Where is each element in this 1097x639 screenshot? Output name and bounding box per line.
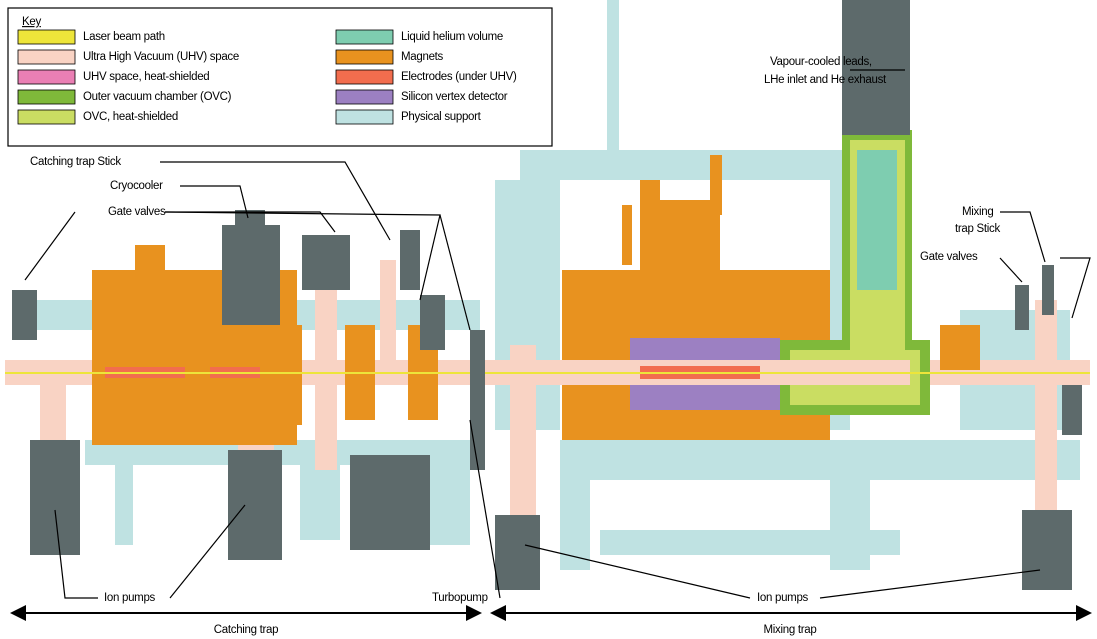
key-label: Outer vacuum chamber (OVC) — [83, 91, 232, 103]
key-label: Physical support — [401, 111, 482, 123]
key-swatch — [17, 29, 76, 45]
uhv-pipe — [380, 260, 396, 360]
key-swatch — [17, 109, 76, 125]
key-label: OVC, heat-shielded — [83, 111, 178, 123]
key-swatch — [17, 69, 76, 85]
key-label: Liquid helium volume — [401, 31, 503, 43]
key-label: Magnets — [401, 51, 444, 63]
apparatus — [5, 0, 1090, 590]
uhv-pipe — [510, 345, 536, 520]
label: LHe inlet and He exhaust — [764, 74, 887, 86]
key-title: Key — [22, 16, 41, 28]
key-label: Laser beam path — [83, 31, 165, 43]
key-swatch — [335, 109, 394, 125]
label: Ion pumps — [104, 592, 156, 604]
laser-beam — [5, 372, 1090, 374]
label: Gate valves — [920, 251, 978, 263]
label: Gate valves — [108, 206, 166, 218]
label: Cryocooler — [110, 180, 163, 192]
label: Vapour-cooled leads, — [770, 56, 872, 68]
liquid-helium — [857, 150, 897, 290]
label: Catching trap Stick — [30, 156, 121, 168]
magnet — [135, 245, 165, 275]
label: Ion pumps — [757, 592, 809, 604]
support — [560, 440, 1080, 480]
magnet — [940, 325, 980, 370]
key-swatch — [335, 69, 394, 85]
key-label: Silicon vertex detector — [401, 91, 508, 103]
support — [830, 480, 870, 570]
key-swatch — [335, 29, 394, 45]
label: trap Stick — [955, 223, 1000, 235]
liquid-helium — [857, 150, 897, 290]
uhv-pipe — [315, 290, 337, 470]
key-swatch — [17, 89, 76, 105]
key-swatch — [17, 49, 76, 65]
support — [300, 465, 340, 540]
leader-lines — [24, 69, 1091, 599]
magnet — [710, 155, 722, 215]
magnet — [622, 205, 632, 265]
uhv-pipe — [1035, 300, 1057, 510]
support — [600, 530, 900, 555]
section-label: Mixing trap — [764, 624, 817, 636]
key-items: Laser beam path Ultra High Vacuum (UHV) s… — [17, 29, 517, 125]
key-label: Ultra High Vacuum (UHV) space — [83, 51, 239, 63]
laser-beam — [5, 372, 1090, 374]
key-box — [7, 7, 553, 147]
label: Turbopump — [432, 592, 488, 604]
section-label: Catching trap — [214, 624, 279, 636]
key-swatch — [335, 89, 394, 105]
key-swatch — [335, 49, 394, 65]
label: Mixing — [962, 206, 993, 218]
hardware — [12, 0, 1082, 590]
magnet — [270, 325, 302, 425]
key-label: UHV space, heat-shielded — [83, 71, 209, 83]
magnet — [640, 180, 660, 275]
uhv-pipe — [40, 385, 66, 440]
key-label: Electrodes (under UHV) — [401, 71, 517, 83]
support — [115, 465, 133, 545]
support — [607, 0, 619, 150]
support — [520, 150, 840, 180]
